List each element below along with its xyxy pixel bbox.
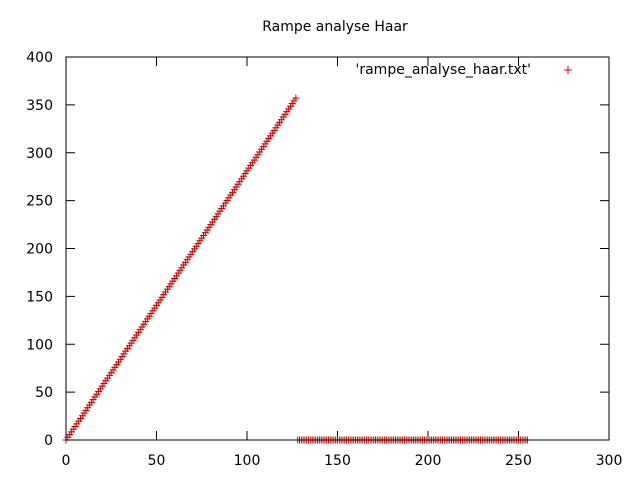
- x-tick-label-group: 0 50 100 150 200 250 300: [62, 453, 623, 469]
- y-tick-label: 350: [26, 98, 53, 114]
- y-tick-label: 300: [26, 146, 53, 162]
- chart-title: Rampe analyse Haar: [262, 19, 408, 35]
- legend-marker-plus-icon: [564, 66, 572, 74]
- x-tick-label: 150: [324, 453, 351, 469]
- y-tick-label: 200: [26, 242, 53, 258]
- x-tick-label: 0: [62, 453, 71, 469]
- y-tick-label-group: 0 50 100 150 200 250 300 350 400: [26, 50, 53, 449]
- x-tick-label: 100: [234, 453, 261, 469]
- y-tick-label: 100: [26, 337, 53, 353]
- x-tick-label: 50: [148, 453, 166, 469]
- x-tick-label: 300: [596, 453, 623, 469]
- y-tick-label: 400: [26, 50, 53, 66]
- legend: 'rampe_analyse_haar.txt': [356, 62, 572, 78]
- y-tick-label: 50: [35, 385, 53, 401]
- x-tick-label: 200: [415, 453, 442, 469]
- plot-frame: [65, 56, 610, 441]
- legend-marker-plus-path: [564, 66, 572, 74]
- y-tick-label: 0: [44, 433, 53, 449]
- y-tick-label: 250: [26, 194, 53, 210]
- y-tick-label: 150: [26, 289, 53, 305]
- data-point: [292, 94, 300, 102]
- x-tick-label: 250: [505, 453, 532, 469]
- legend-label: 'rampe_analyse_haar.txt': [356, 62, 532, 78]
